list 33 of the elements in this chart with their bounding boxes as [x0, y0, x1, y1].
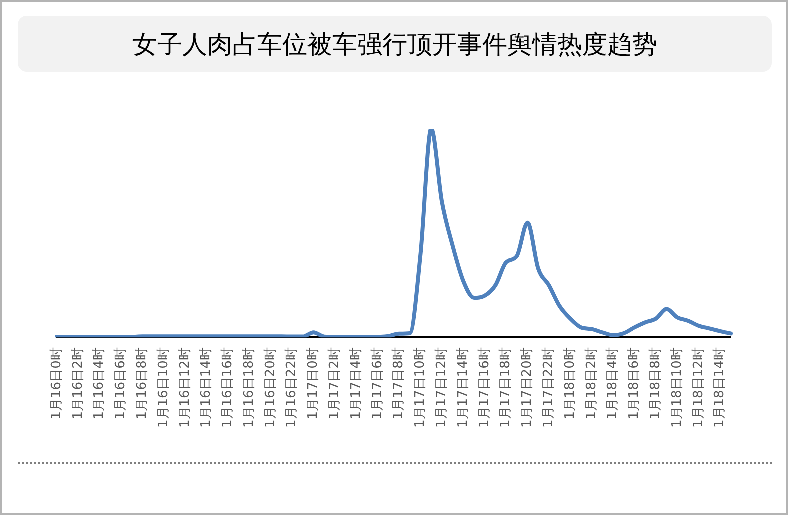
x-tick-label: 1月16日4时	[92, 348, 108, 420]
x-tick-label: 1月17日0时	[306, 348, 322, 420]
x-tick-label: 1月17日18时	[498, 348, 514, 428]
x-tick-label: 1月17日20时	[520, 348, 536, 428]
x-tick-label: 1月17日12时	[434, 348, 450, 428]
x-tick-label: 1月17日2时	[328, 348, 343, 420]
x-tick-label: 1月18日6时	[627, 348, 642, 420]
x-tick-label: 1月17日10时	[413, 348, 428, 428]
x-tick-label: 1月17日6时	[370, 348, 386, 420]
x-tick-label: 1月16日12时	[178, 348, 193, 428]
x-tick-label: 1月16日22时	[284, 348, 300, 428]
x-tick-label: 1月16日2时	[70, 348, 86, 420]
x-tick-label: 1月16日0时	[49, 348, 64, 420]
x-tick-label: 1月17日4时	[348, 348, 364, 420]
x-tick-label: 1月16日16时	[220, 348, 236, 428]
x-tick-label: 1月17日16时	[477, 348, 492, 428]
x-tick-label: 1月16日8时	[134, 348, 150, 420]
chart-title: 女子人肉占车位被车强行顶开事件舆情热度趋势	[132, 28, 658, 60]
x-tick-label: 1月16日20时	[263, 348, 278, 428]
x-tick-label: 1月17日22时	[542, 348, 556, 428]
x-tick-label: 1月16日10时	[156, 348, 172, 428]
x-tick-label: 1月16日6时	[114, 348, 129, 420]
x-tick-label: 1月18日2时	[584, 348, 600, 420]
x-tick-label: 1月18日4时	[606, 348, 621, 420]
x-tick-label: 1月18日0时	[562, 348, 578, 420]
x-tick-label: 1月16日18时	[242, 348, 257, 428]
x-tick-label: 1月18日10时	[670, 348, 685, 428]
x-tick-label: 1月16日14时	[199, 348, 214, 428]
x-tick-label: 1月18日8时	[648, 348, 664, 420]
x-tick-label: 1月17日8时	[392, 348, 407, 420]
x-tick-label: 1月17日14时	[456, 348, 471, 428]
x-tick-label: 1月18日14时	[712, 348, 728, 428]
x-tick-label: 1月18日12时	[691, 348, 706, 428]
